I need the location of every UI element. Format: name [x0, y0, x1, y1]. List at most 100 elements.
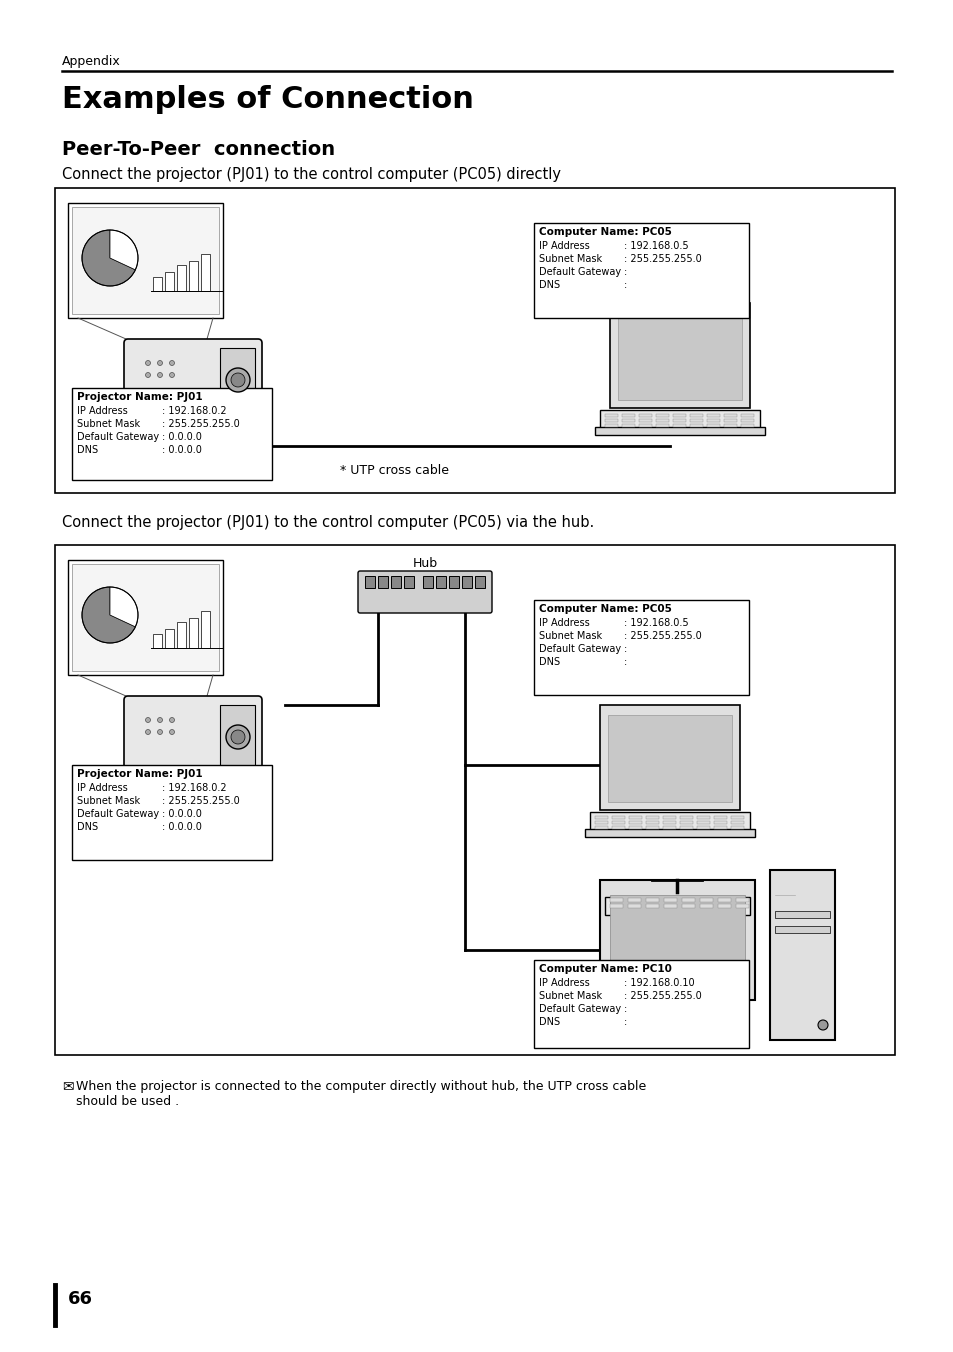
Bar — [689, 419, 702, 422]
Text: Subnet Mask: Subnet Mask — [77, 796, 140, 806]
Bar — [220, 347, 254, 412]
Bar — [713, 815, 726, 819]
Text: : 255.255.255.0: : 255.255.255.0 — [623, 631, 701, 641]
Circle shape — [231, 730, 245, 744]
Bar — [589, 813, 749, 834]
Text: Subnet Mask: Subnet Mask — [77, 419, 140, 429]
Bar — [604, 896, 749, 915]
Bar — [55, 545, 894, 1055]
Bar — [723, 419, 737, 422]
Bar — [713, 821, 726, 823]
Text: DNS: DNS — [77, 822, 98, 831]
Bar — [706, 423, 720, 427]
Bar — [679, 821, 692, 823]
Text: Computer Name: PC10: Computer Name: PC10 — [538, 964, 671, 973]
Bar — [612, 821, 624, 823]
Text: Subnet Mask: Subnet Mask — [538, 991, 601, 1000]
Bar — [730, 815, 743, 819]
Text: Peer-To-Peer  connection: Peer-To-Peer connection — [62, 141, 335, 160]
Bar — [621, 423, 635, 427]
Bar — [689, 414, 702, 416]
Bar — [595, 826, 607, 829]
Bar — [365, 576, 375, 588]
Bar — [71, 765, 272, 860]
Bar — [165, 272, 173, 291]
Circle shape — [157, 373, 162, 377]
Bar — [599, 410, 760, 433]
Text: : 192.168.0.2: : 192.168.0.2 — [162, 406, 227, 416]
Bar — [700, 904, 712, 909]
Text: Computer Name: PC05: Computer Name: PC05 — [538, 227, 671, 237]
Bar — [645, 821, 659, 823]
Bar — [723, 423, 737, 427]
Text: Subnet Mask: Subnet Mask — [538, 254, 601, 264]
Bar — [639, 423, 651, 427]
Bar — [681, 898, 695, 902]
Bar — [612, 826, 624, 829]
Bar — [672, 419, 685, 422]
Bar — [55, 188, 894, 493]
Text: DNS: DNS — [77, 445, 98, 456]
Bar — [628, 826, 641, 829]
Bar — [700, 898, 712, 902]
Bar — [621, 414, 635, 416]
Bar — [599, 704, 740, 810]
FancyBboxPatch shape — [357, 571, 492, 612]
Bar — [662, 815, 676, 819]
Bar — [697, 821, 709, 823]
Bar — [679, 826, 692, 829]
Bar — [177, 265, 186, 291]
Text: : 255.255.255.0: : 255.255.255.0 — [623, 254, 701, 264]
Bar — [723, 414, 737, 416]
Text: IP Address: IP Address — [77, 406, 128, 416]
Bar — [769, 869, 834, 1040]
Bar — [165, 629, 173, 648]
Text: Default Gateway: Default Gateway — [538, 644, 620, 654]
Bar — [713, 826, 726, 829]
Text: ✉: ✉ — [62, 1080, 73, 1094]
Text: : 0.0.0.0: : 0.0.0.0 — [162, 433, 202, 442]
Bar — [645, 898, 659, 902]
Bar — [656, 423, 668, 427]
Bar — [609, 895, 744, 990]
Bar — [584, 829, 754, 837]
Text: Appendix: Appendix — [62, 55, 121, 68]
Text: Default Gateway: Default Gateway — [77, 808, 159, 819]
Text: Connect the projector (PJ01) to the control computer (PC05) directly: Connect the projector (PJ01) to the cont… — [62, 168, 560, 183]
Text: Hub: Hub — [412, 557, 437, 571]
Text: :: : — [623, 644, 626, 654]
Bar — [628, 815, 641, 819]
Bar — [656, 414, 668, 416]
Bar — [604, 419, 618, 422]
Circle shape — [231, 373, 245, 387]
Circle shape — [170, 373, 174, 377]
Polygon shape — [110, 587, 138, 627]
Bar — [740, 419, 753, 422]
Polygon shape — [82, 587, 135, 644]
Text: * UTP cross cable: * UTP cross cable — [339, 464, 449, 477]
Bar — [663, 898, 677, 902]
Bar — [609, 904, 622, 909]
Bar — [604, 414, 618, 416]
Bar — [774, 926, 829, 933]
Circle shape — [146, 361, 151, 365]
Bar — [201, 611, 210, 648]
Circle shape — [226, 368, 250, 392]
Bar — [706, 414, 720, 416]
Circle shape — [146, 718, 151, 722]
Text: 66: 66 — [68, 1290, 92, 1307]
Text: : 192.168.0.5: : 192.168.0.5 — [623, 618, 688, 627]
Bar — [628, 821, 641, 823]
Bar — [612, 815, 624, 819]
Bar — [534, 223, 748, 318]
Bar — [391, 576, 400, 588]
Bar — [735, 904, 748, 909]
Bar — [740, 414, 753, 416]
Bar — [697, 815, 709, 819]
Text: Projector Name: PJ01: Projector Name: PJ01 — [77, 769, 202, 779]
Bar — [595, 821, 607, 823]
Text: :: : — [623, 657, 626, 667]
Text: : 192.168.0.2: : 192.168.0.2 — [162, 783, 227, 794]
Circle shape — [157, 730, 162, 734]
Text: : 0.0.0.0: : 0.0.0.0 — [162, 822, 202, 831]
